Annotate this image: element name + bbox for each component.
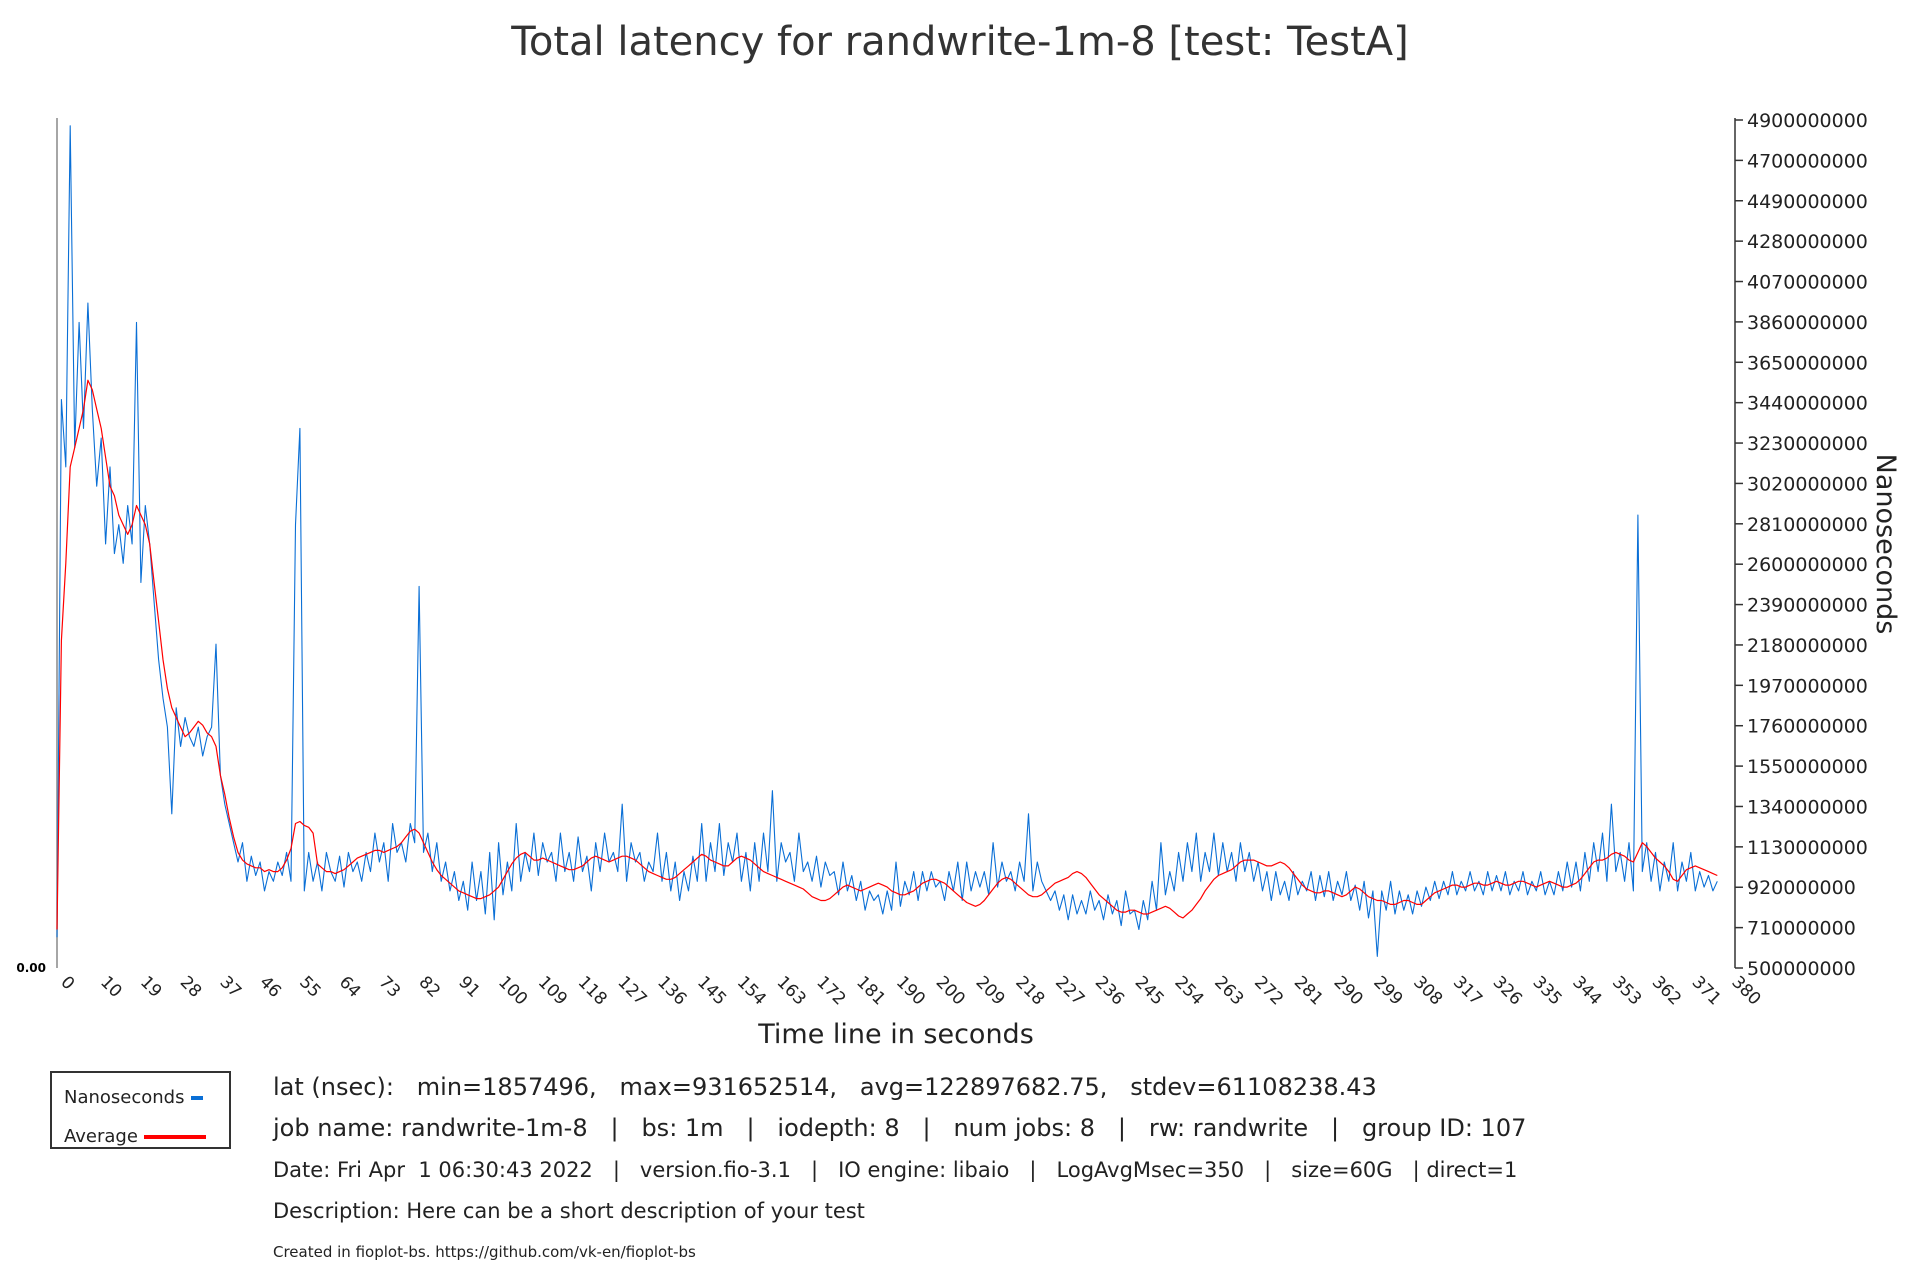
y-tick-label: 500000000 <box>1747 958 1856 980</box>
y-tick-label: 3440000000 <box>1747 393 1868 415</box>
y-axis-ticks: 4900000000 4700000000 4490000000 4280000000… <box>1735 110 1868 980</box>
run-details: Date: Fri Apr 1 06:30:43 2022 | version.… <box>273 1158 1518 1182</box>
x-tick-label: 308 <box>1409 972 1446 1009</box>
legend-label-nanoseconds: Nanoseconds <box>64 1087 185 1108</box>
y-tick-label: 4490000000 <box>1747 191 1868 213</box>
job-details: job name: randwrite-1m-8 | bs: 1m | iode… <box>273 1114 1527 1142</box>
x-tick-label: 118 <box>574 972 611 1009</box>
x-tick-label: 55 <box>295 972 324 1001</box>
x-axis-ticks: 0 10 19 28 37 46 55 64 73 82 91 100 109 118 127 136 145 1… <box>56 972 1764 1009</box>
y-tick-label: 2390000000 <box>1747 595 1868 617</box>
x-tick-label: 335 <box>1529 972 1566 1009</box>
x-tick-label: 73 <box>375 972 404 1001</box>
x-tick-label: 145 <box>693 972 730 1009</box>
x-tick-label: 46 <box>255 972 284 1001</box>
x-tick-label: 136 <box>653 972 690 1009</box>
latency-stats: lat (nsec): min=1857496, max=931652514, … <box>273 1073 1377 1101</box>
legend-swatch-average <box>143 1135 206 1139</box>
x-tick-label: 163 <box>773 972 810 1009</box>
y-axis-label: Nanoseconds <box>1870 454 1901 635</box>
x-tick-label: 190 <box>892 972 929 1009</box>
x-tick-label: 0 <box>56 972 78 994</box>
y-tick-label: 4280000000 <box>1747 231 1868 253</box>
x-tick-label: 263 <box>1210 972 1247 1009</box>
y-tick-label: 2810000000 <box>1747 514 1868 536</box>
x-tick-label: 362 <box>1648 972 1685 1009</box>
y-tick-label: 4900000000 <box>1747 110 1868 132</box>
y-tick-label: 3860000000 <box>1747 312 1868 334</box>
y-tick-label: 3650000000 <box>1747 352 1868 374</box>
x-tick-label: 218 <box>1011 972 1048 1009</box>
x-tick-label: 28 <box>176 972 205 1001</box>
x-tick-label: 37 <box>216 972 245 1001</box>
legend-label-average: Average <box>64 1126 138 1147</box>
x-tick-label: 91 <box>454 972 483 1001</box>
x-tick-label: 326 <box>1489 972 1526 1009</box>
legend-item-average: Average <box>64 1126 206 1147</box>
y-tick-label: 3020000000 <box>1747 473 1868 495</box>
x-tick-label: 227 <box>1051 972 1088 1009</box>
x-tick-label: 281 <box>1290 972 1327 1009</box>
x-tick-label: 209 <box>972 972 1009 1009</box>
y-tick-label: 1340000000 <box>1747 796 1868 818</box>
x-tick-label: 82 <box>415 972 444 1001</box>
y-tick-label: 1760000000 <box>1747 716 1868 738</box>
y-tick-label: 4070000000 <box>1747 272 1868 294</box>
y-tick-label: 4700000000 <box>1747 150 1868 172</box>
series-lines <box>56 125 1718 957</box>
y-tick-label: 2600000000 <box>1747 554 1868 576</box>
x-tick-label: 127 <box>613 972 650 1009</box>
x-tick-label: 353 <box>1608 972 1645 1009</box>
x-tick-label: 344 <box>1568 972 1605 1009</box>
credit-line: Created in fioplot-bs. https://github.co… <box>273 1243 696 1261</box>
x-tick-label: 245 <box>1131 972 1168 1009</box>
x-tick-label: 317 <box>1449 972 1486 1009</box>
x-tick-label: 64 <box>335 972 364 1001</box>
legend-swatch-nanoseconds <box>190 1096 203 1100</box>
x-tick-label: 100 <box>494 972 531 1009</box>
x-tick-label: 200 <box>932 972 969 1009</box>
y-tick-label: 1970000000 <box>1747 675 1868 697</box>
test-description: Description: Here can be a short descrip… <box>273 1199 865 1223</box>
x-tick-label: 290 <box>1330 972 1367 1009</box>
y-tick-label: 1130000000 <box>1747 837 1868 859</box>
series-line-average <box>56 379 1718 930</box>
legend: Nanoseconds Average <box>50 1071 231 1149</box>
x-tick-label: 254 <box>1170 972 1207 1009</box>
y-tick-label: 920000000 <box>1747 877 1856 899</box>
x-tick-label: 172 <box>812 972 849 1009</box>
zero-label: 0.00 <box>16 961 46 975</box>
x-tick-label: 19 <box>136 972 165 1001</box>
series-line-nanoseconds <box>56 125 1718 957</box>
x-tick-label: 154 <box>733 972 770 1009</box>
y-tick-label: 710000000 <box>1747 918 1856 940</box>
x-tick-label: 236 <box>1091 972 1128 1009</box>
y-tick-label: 3230000000 <box>1747 433 1868 455</box>
y-tick-label: 1550000000 <box>1747 756 1868 778</box>
legend-item-nanoseconds: Nanoseconds <box>64 1087 203 1108</box>
x-tick-label: 181 <box>852 972 889 1009</box>
x-tick-label: 10 <box>96 972 125 1001</box>
x-axis-label: Time line in seconds <box>757 1019 1034 1050</box>
x-tick-label: 272 <box>1250 972 1287 1009</box>
y-tick-label: 2180000000 <box>1747 635 1868 657</box>
chart-title: Total latency for randwrite-1m-8 [test: … <box>510 19 1409 65</box>
x-tick-label: 299 <box>1369 972 1406 1009</box>
x-tick-label: 109 <box>534 972 571 1009</box>
x-tick-label: 371 <box>1688 972 1725 1009</box>
